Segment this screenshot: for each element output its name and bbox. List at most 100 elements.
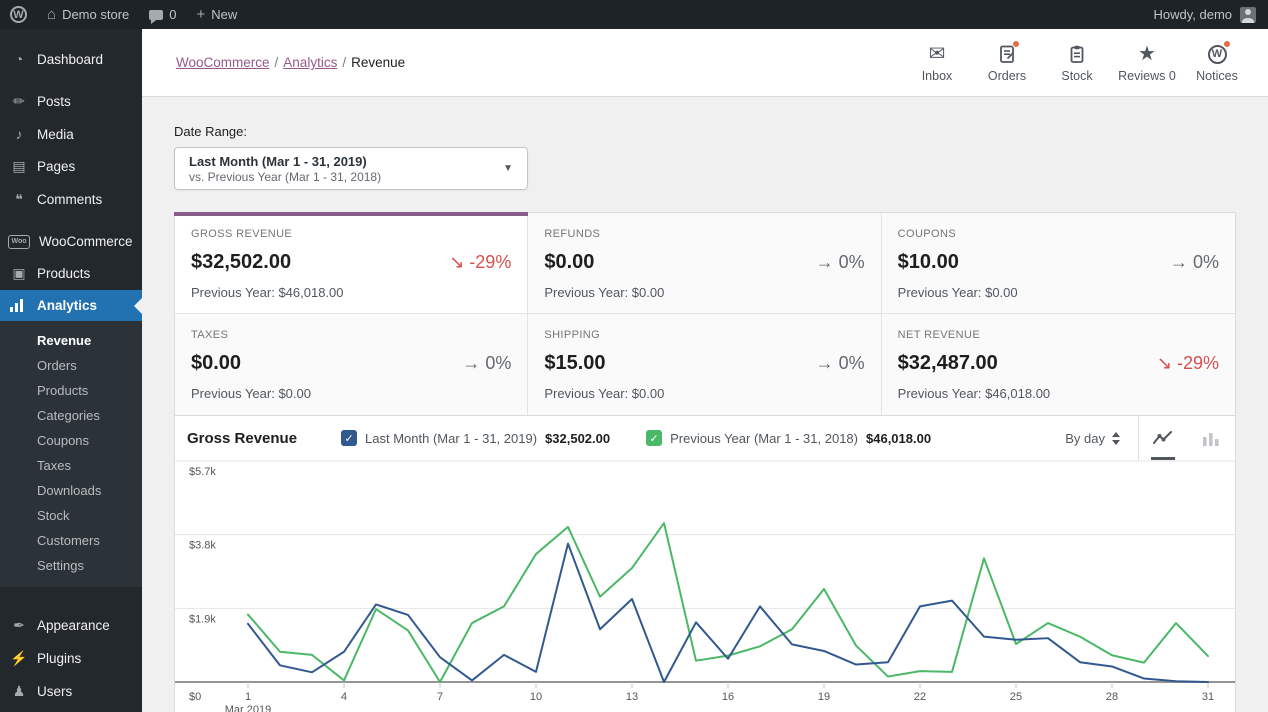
submenu-item-stock[interactable]: Stock — [0, 503, 142, 528]
wordpress-menu-button[interactable]: W — [0, 0, 37, 29]
sidebar-item-comments[interactable]: ❝ Comments — [0, 183, 142, 216]
interval-select[interactable]: By day — [1047, 416, 1138, 460]
bar-chart-toggle-button[interactable] — [1187, 416, 1235, 460]
trend-flat-icon: → — [816, 353, 834, 373]
svg-text:10: 10 — [530, 691, 542, 703]
breadcrumb: WooCommerce/Analytics/Revenue — [176, 55, 405, 70]
chart-header: Gross Revenue ✓ Last Month (Mar 1 - 31, … — [175, 416, 1235, 460]
comments-shortcut[interactable]: 0 — [139, 0, 186, 29]
card-value: $15.00 — [544, 352, 605, 375]
wordpress-notice-icon: W — [1208, 45, 1227, 64]
sidebar-item-label: Appearance — [37, 618, 110, 633]
stock-button[interactable]: Stock — [1042, 42, 1112, 83]
legend-last-month[interactable]: ✓ Last Month (Mar 1 - 31, 2019) $32,502.… — [341, 430, 610, 446]
submenu-item-products[interactable]: Products — [0, 378, 142, 403]
submenu-item-downloads[interactable]: Downloads — [0, 478, 142, 503]
line-chart-toggle-button[interactable] — [1139, 416, 1187, 460]
checkbox-checked-icon[interactable]: ✓ — [341, 430, 357, 446]
sidebar-item-label: Plugins — [37, 651, 81, 666]
sidebar-item-woocommerce[interactable]: Woo WooCommerce — [0, 226, 142, 257]
svg-text:$1.9k: $1.9k — [189, 613, 216, 625]
howdy-text[interactable]: Howdy, demo — [1153, 7, 1232, 22]
brush-icon: ✒ — [10, 617, 28, 634]
submenu-item-customers[interactable]: Customers — [0, 528, 142, 553]
notices-label: Notices — [1182, 69, 1252, 83]
breadcrumb-current: Revenue — [351, 55, 405, 70]
sidebar-item-label: Comments — [37, 192, 102, 207]
notices-button[interactable]: W Notices — [1182, 42, 1252, 83]
site-link[interactable]: ⌂ Demo store — [37, 0, 139, 29]
sidebar-item-media[interactable]: ♪ Media — [0, 118, 142, 150]
summary-card-net-revenue[interactable]: NET REVENUE $32,487.00 ↘ -29% Previous Y… — [882, 314, 1235, 415]
bar-chart-icon — [1202, 431, 1220, 446]
sidebar-item-plugins[interactable]: ⚡ Plugins — [0, 642, 142, 675]
pages-icon: ▤ — [10, 158, 28, 175]
chart-plot-area[interactable]: $5.7k$3.8k$1.9k$01471013161922252831Mar … — [175, 460, 1235, 712]
legend-previous-year[interactable]: ✓ Previous Year (Mar 1 - 31, 2018) $46,0… — [646, 430, 931, 446]
menu-separator — [0, 216, 142, 226]
site-name: Demo store — [62, 7, 129, 22]
sidebar-item-label: Analytics — [37, 298, 97, 313]
sidebar-item-dashboard[interactable]: ◔ Dashboard — [0, 43, 142, 75]
svg-text:7: 7 — [437, 691, 443, 703]
sidebar-item-users[interactable]: ♟ Users — [0, 675, 142, 708]
card-label: REFUNDS — [544, 228, 864, 240]
card-delta: → 0% — [1170, 252, 1219, 273]
breadcrumb-woocommerce-link[interactable]: WooCommerce — [176, 55, 270, 70]
submenu-item-taxes[interactable]: Taxes — [0, 453, 142, 478]
sidebar-item-appearance[interactable]: ✒ Appearance — [0, 609, 142, 642]
submenu-item-categories[interactable]: Categories — [0, 403, 142, 428]
chart-title: Gross Revenue — [187, 430, 297, 447]
card-value: $0.00 — [544, 251, 594, 274]
card-previous-value: Previous Year: $0.00 — [191, 386, 511, 401]
date-range-dropdown[interactable]: Last Month (Mar 1 - 31, 2019) vs. Previo… — [174, 147, 528, 190]
sidebar-item-tools[interactable]: ⚒ Tools — [0, 708, 142, 712]
svg-text:16: 16 — [722, 691, 734, 703]
inbox-button[interactable]: ✉ Inbox — [902, 42, 972, 83]
card-label: GROSS REVENUE — [191, 228, 511, 240]
submenu-item-settings[interactable]: Settings — [0, 553, 142, 578]
revenue-line-chart[interactable]: $5.7k$3.8k$1.9k$01471013161922252831Mar … — [175, 460, 1235, 712]
submenu-item-revenue[interactable]: Revenue — [0, 328, 142, 353]
sidebar-item-label: Products — [37, 266, 90, 281]
inbox-label: Inbox — [902, 69, 972, 83]
card-value: $32,502.00 — [191, 251, 291, 274]
svg-text:28: 28 — [1106, 691, 1118, 703]
bar-chart-icon — [10, 299, 28, 312]
svg-text:Mar 2019: Mar 2019 — [225, 704, 271, 712]
submenu-item-coupons[interactable]: Coupons — [0, 428, 142, 453]
sidebar-item-pages[interactable]: ▤ Pages — [0, 150, 142, 183]
card-value: $0.00 — [191, 352, 241, 375]
pushpin-icon: ✏ — [10, 93, 28, 110]
trend-down-icon: ↘ — [449, 252, 464, 272]
comments-count: 0 — [169, 7, 176, 22]
svg-text:$5.7k: $5.7k — [189, 466, 216, 478]
reviews-button[interactable]: ★ Reviews 0 — [1112, 42, 1182, 83]
date-range-label: Date Range: — [174, 124, 1236, 139]
checkbox-checked-icon[interactable]: ✓ — [646, 430, 662, 446]
chevron-down-icon: ▼ — [503, 163, 513, 174]
plus-icon: + — [197, 6, 206, 23]
summary-card-taxes[interactable]: TAXES $0.00 → 0% Previous Year: $0.00 — [175, 314, 528, 415]
sidebar-item-posts[interactable]: ✏ Posts — [0, 85, 142, 118]
sidebar-item-label: WooCommerce — [39, 234, 133, 249]
new-content-button[interactable]: + New — [187, 0, 248, 29]
admin-bar: W ⌂ Demo store 0 + New Howdy, demo — [0, 0, 1268, 29]
sidebar-item-products[interactable]: ▣ Products — [0, 257, 142, 290]
svg-text:$3.8k: $3.8k — [189, 540, 216, 552]
menu-separator — [0, 75, 142, 85]
summary-card-gross-revenue[interactable]: GROSS REVENUE $32,502.00 ↘ -29% Previous… — [175, 213, 528, 314]
submenu-item-orders[interactable]: Orders — [0, 353, 142, 378]
summary-card-shipping[interactable]: SHIPPING $15.00 → 0% Previous Year: $0.0… — [528, 314, 881, 415]
summary-card-coupons[interactable]: COUPONS $10.00 → 0% Previous Year: $0.00 — [882, 213, 1235, 314]
breadcrumb-analytics-link[interactable]: Analytics — [283, 55, 337, 70]
user-avatar[interactable] — [1240, 7, 1256, 23]
dashboard-icon: ◔ — [10, 51, 28, 67]
clipboard-icon — [1067, 44, 1087, 65]
summary-card-refunds[interactable]: REFUNDS $0.00 → 0% Previous Year: $0.00 — [528, 213, 881, 314]
sidebar-item-label: Dashboard — [37, 52, 103, 67]
stock-label: Stock — [1042, 69, 1112, 83]
card-delta: ↘ -29% — [1157, 353, 1219, 374]
sidebar-item-analytics[interactable]: Analytics — [0, 290, 142, 321]
orders-button[interactable]: Orders — [972, 42, 1042, 83]
